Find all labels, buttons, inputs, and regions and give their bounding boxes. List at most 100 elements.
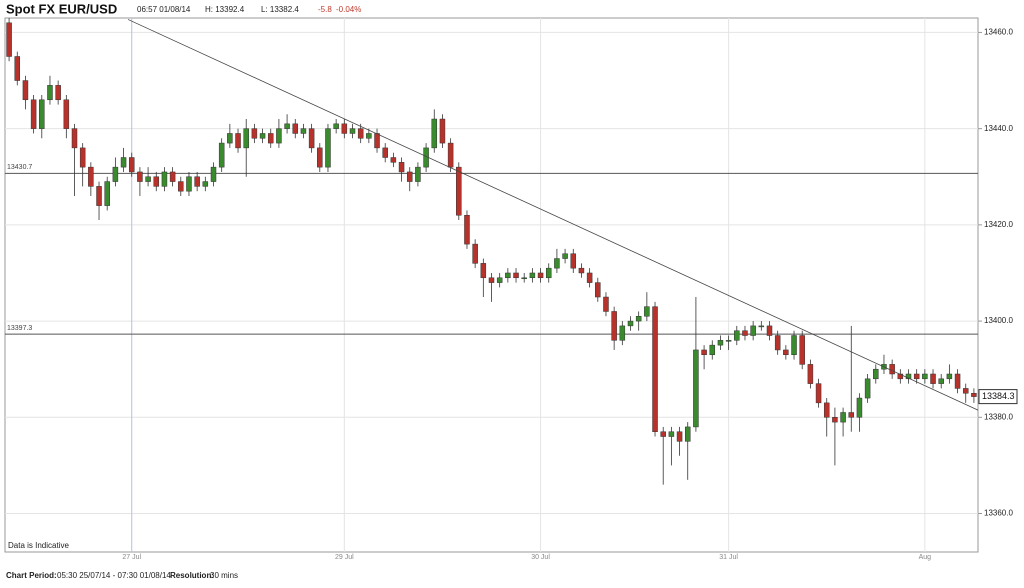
candle-body xyxy=(79,147,86,168)
candle-body xyxy=(652,306,658,432)
candle-body xyxy=(325,128,331,168)
header-change: -5.8 xyxy=(318,5,332,14)
candle-body xyxy=(178,181,184,192)
header-time: 06:57 01/08/14 xyxy=(137,5,191,14)
candle-body xyxy=(415,166,421,182)
candle-body xyxy=(554,258,560,269)
candle-body xyxy=(529,272,536,279)
candle-body xyxy=(218,142,225,168)
candle-body xyxy=(864,378,871,399)
candle-body xyxy=(480,263,487,279)
candle-body xyxy=(447,142,454,168)
candle-body xyxy=(96,186,102,206)
candle-body xyxy=(161,171,168,187)
candle-body xyxy=(815,383,822,404)
candle-body xyxy=(570,253,577,269)
candle-body xyxy=(750,325,756,336)
candle-body xyxy=(88,166,94,187)
candle-body xyxy=(63,99,70,129)
candle-body xyxy=(832,417,838,423)
candle-body xyxy=(317,147,323,168)
candle-body xyxy=(701,349,707,356)
y-tick-label: 13460.0 xyxy=(984,28,1013,37)
candle-body xyxy=(717,340,724,346)
candle-body xyxy=(194,176,200,187)
period: 05:30 25/07/14 - 07:30 01/08/14 xyxy=(57,571,171,580)
candle-body xyxy=(807,364,814,384)
candle-body xyxy=(635,316,642,322)
chart-title: Spot FX EUR/USD xyxy=(6,1,117,16)
candle-body xyxy=(709,344,716,356)
candle-body xyxy=(137,171,143,182)
candle-body xyxy=(578,267,585,274)
candle-body xyxy=(962,388,969,394)
candle-body xyxy=(145,176,151,182)
candle-body xyxy=(889,364,895,375)
candle-body xyxy=(791,335,797,356)
candle-body xyxy=(186,176,192,192)
candle-body xyxy=(22,80,29,101)
candle-body xyxy=(227,133,233,144)
candle-body xyxy=(341,123,348,134)
candle-body xyxy=(545,267,552,279)
horizontal-line-label: 13397.3 xyxy=(7,325,32,332)
candle-body xyxy=(562,253,568,259)
candle-body xyxy=(954,373,961,389)
candle-body xyxy=(47,85,53,101)
candle-body xyxy=(284,123,290,129)
candle-body xyxy=(120,157,127,168)
candle-body xyxy=(971,392,977,397)
candle-body xyxy=(766,325,773,336)
x-tick-label: 31 Jul xyxy=(719,554,738,561)
candle-body xyxy=(357,128,364,139)
candle-body xyxy=(366,133,372,139)
candle-body xyxy=(913,373,920,380)
candle-body xyxy=(668,431,675,437)
candle-body xyxy=(930,373,936,384)
candle-body xyxy=(71,128,78,149)
candle-body xyxy=(374,133,380,149)
header-high: H: 13392.4 xyxy=(205,5,245,14)
y-tick-label: 13400.0 xyxy=(984,316,1013,325)
x-tick-label: Aug xyxy=(919,554,932,561)
candle-body xyxy=(856,397,863,418)
plot-frame xyxy=(4,17,979,553)
resolution-label: Resolution: xyxy=(170,571,214,580)
candle-body xyxy=(496,277,503,283)
candle-body xyxy=(586,272,593,283)
candle-body xyxy=(406,171,413,182)
candle-body xyxy=(128,157,135,173)
candle-body xyxy=(349,128,356,134)
y-tick-label: 13420.0 xyxy=(984,220,1013,229)
candle-body xyxy=(513,272,519,279)
candle-body xyxy=(521,277,527,280)
candle-body xyxy=(725,340,732,342)
x-tick-label: 29 Jul xyxy=(335,554,354,561)
candle-body xyxy=(619,325,626,341)
candle-body xyxy=(774,335,781,351)
candle-body xyxy=(235,133,241,149)
candle-body xyxy=(398,162,405,173)
candle-body xyxy=(6,22,12,57)
candle-body xyxy=(39,99,45,129)
y-tick-label: 13380.0 xyxy=(984,412,1013,421)
candle-body xyxy=(693,349,699,428)
candle-body xyxy=(684,426,691,442)
candle-body xyxy=(431,118,438,149)
candle-body xyxy=(276,128,282,144)
last-price-box xyxy=(978,389,1018,405)
note: Data is Indicative xyxy=(8,541,69,550)
candle-body xyxy=(55,85,61,101)
candle-body xyxy=(169,171,176,182)
header-low: L: 13382.4 xyxy=(261,5,299,14)
resolution: 30 mins xyxy=(210,571,238,580)
candle-body xyxy=(456,166,462,216)
candle-body xyxy=(840,412,846,423)
candle-body xyxy=(30,99,37,129)
x-tick-label: 27 Jul xyxy=(122,554,141,561)
candle-body xyxy=(758,325,765,328)
candle-body xyxy=(267,133,274,144)
candle-body xyxy=(308,128,315,149)
